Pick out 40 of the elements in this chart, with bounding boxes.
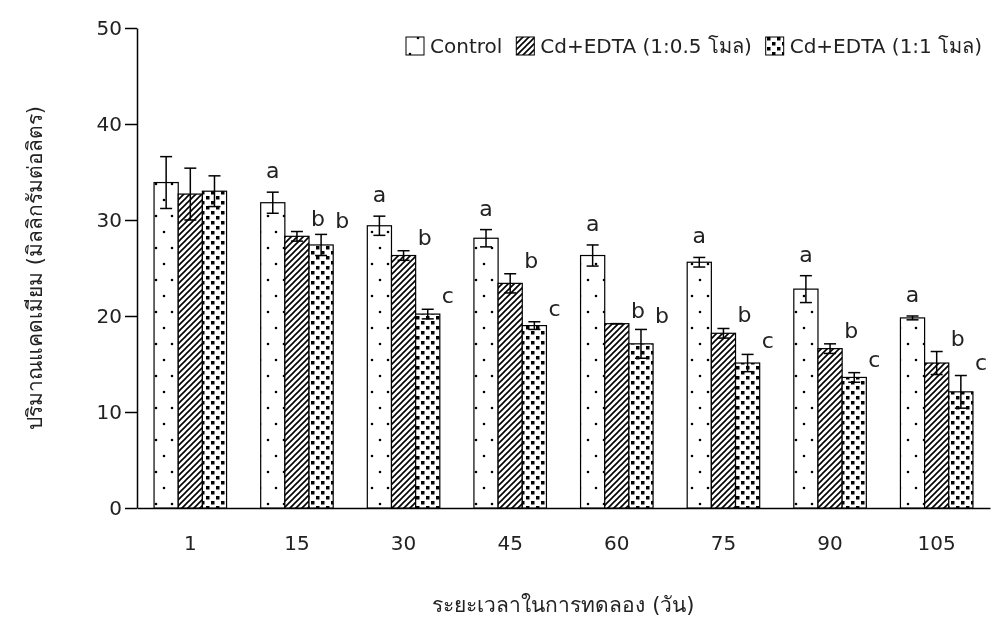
data-label: a — [266, 158, 280, 184]
data-label: a — [372, 182, 387, 208]
x-tick-label: 90 — [817, 531, 843, 556]
x-axis-title: ระยะเวลาในการทดลอง (วัน) — [432, 593, 695, 617]
data-label: a — [799, 241, 813, 267]
x-tick-label: 75 — [710, 531, 737, 556]
y-tick-label: 50 — [96, 15, 122, 40]
data-label: c — [441, 283, 454, 309]
legend-label: Cd+EDTA (1:0.5 โมล) — [540, 34, 752, 58]
data-label: c — [868, 346, 881, 372]
x-tick-label: 60 — [604, 531, 630, 556]
y-axis-title: ปริมาณแคดเมียม (มิลลิกรัมต่อลิตร) — [23, 105, 47, 431]
legend-label: Cd+EDTA (1:1 โมล) — [789, 34, 982, 58]
x-tick-label: 1 — [183, 531, 197, 556]
data-label: b — [950, 325, 965, 351]
x-tick-label: 45 — [497, 531, 523, 556]
x-tick-label: 105 — [917, 531, 956, 556]
y-tick-label: 40 — [96, 111, 122, 136]
data-label: b — [417, 224, 432, 250]
data-label: b — [524, 247, 539, 273]
data-label: b — [311, 205, 325, 231]
data-label: b — [655, 303, 670, 329]
y-tick-label: 10 — [96, 399, 122, 424]
data-label: c — [761, 328, 774, 354]
y-tick-label: 0 — [109, 495, 122, 520]
y-tick-label: 20 — [96, 303, 122, 328]
data-label: c — [974, 349, 988, 375]
legend-label: Control — [430, 34, 503, 58]
data-label: c — [548, 295, 561, 321]
data-label: a — [692, 223, 707, 249]
data-label: b — [630, 297, 645, 323]
data-label: b — [335, 208, 350, 234]
data-label: a — [585, 210, 600, 236]
data-label: a — [479, 195, 493, 221]
x-tick-label: 30 — [390, 531, 417, 556]
data-label: a — [905, 282, 920, 307]
y-tick-label: 30 — [96, 207, 122, 232]
x-tick-label: 15 — [284, 531, 310, 556]
data-label: b — [844, 317, 859, 343]
data-label: b — [737, 302, 752, 328]
